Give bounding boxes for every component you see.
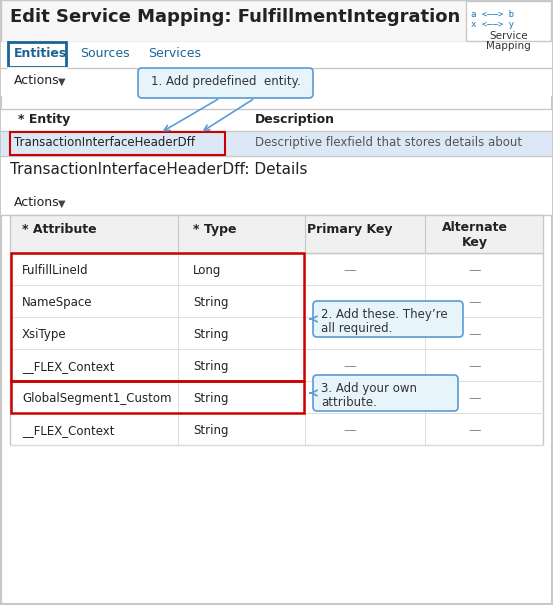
- FancyBboxPatch shape: [313, 301, 463, 337]
- Text: TransactionInterfaceHeaderDff: Details: TransactionInterfaceHeaderDff: Details: [10, 162, 307, 177]
- Text: —: —: [344, 264, 356, 277]
- FancyBboxPatch shape: [1, 42, 552, 68]
- Text: Actions: Actions: [14, 74, 60, 87]
- Text: String: String: [193, 296, 228, 309]
- FancyBboxPatch shape: [10, 253, 543, 445]
- Text: Services: Services: [148, 47, 201, 60]
- Text: —: —: [469, 264, 481, 277]
- Text: —: —: [469, 424, 481, 437]
- FancyBboxPatch shape: [1, 68, 552, 96]
- Text: FulfillLineId: FulfillLineId: [22, 264, 88, 277]
- FancyBboxPatch shape: [1, 131, 552, 156]
- Text: Entities: Entities: [14, 47, 67, 60]
- Text: __FLEX_Context: __FLEX_Context: [22, 360, 114, 373]
- FancyBboxPatch shape: [8, 42, 66, 67]
- Text: Mapping: Mapping: [486, 41, 531, 51]
- Text: —: —: [344, 424, 356, 437]
- FancyBboxPatch shape: [1, 191, 552, 215]
- Text: String: String: [193, 424, 228, 437]
- Text: 2. Add these. They’re: 2. Add these. They’re: [321, 308, 447, 321]
- Text: String: String: [193, 328, 228, 341]
- Text: Descriptive flexfield that stores details about: Descriptive flexfield that stores detail…: [255, 136, 522, 149]
- Text: ▼: ▼: [58, 77, 65, 87]
- FancyBboxPatch shape: [138, 68, 313, 98]
- Text: * Type: * Type: [193, 223, 237, 236]
- Text: Primary Key: Primary Key: [307, 223, 393, 236]
- Text: Sources: Sources: [80, 47, 129, 60]
- Text: __FLEX_Context: __FLEX_Context: [22, 424, 114, 437]
- FancyBboxPatch shape: [1, 0, 552, 42]
- Text: * Entity: * Entity: [18, 113, 70, 126]
- Text: Alternate
Key: Alternate Key: [442, 221, 508, 249]
- Text: GlobalSegment1_Custom: GlobalSegment1_Custom: [22, 392, 171, 405]
- Text: NameSpace: NameSpace: [22, 296, 92, 309]
- Text: Service: Service: [489, 31, 528, 41]
- Text: Long: Long: [193, 264, 221, 277]
- Text: String: String: [193, 360, 228, 373]
- FancyBboxPatch shape: [1, 109, 552, 131]
- FancyBboxPatch shape: [10, 215, 543, 253]
- FancyBboxPatch shape: [466, 1, 551, 41]
- Text: —: —: [469, 328, 481, 341]
- Text: —: —: [469, 296, 481, 309]
- Text: a <——> b: a <——> b: [471, 10, 514, 19]
- Text: Edit Service Mapping: FulfillmentIntegration: Edit Service Mapping: FulfillmentIntegra…: [10, 8, 460, 26]
- FancyBboxPatch shape: [313, 375, 458, 411]
- Text: TransactionInterfaceHeaderDff: TransactionInterfaceHeaderDff: [14, 136, 195, 149]
- Text: Actions: Actions: [14, 196, 60, 209]
- Text: x <——> y: x <——> y: [471, 20, 514, 29]
- Text: XsiType: XsiType: [22, 328, 66, 341]
- Text: —: —: [469, 360, 481, 373]
- FancyBboxPatch shape: [1, 156, 552, 191]
- Text: String: String: [193, 392, 228, 405]
- Text: attribute.: attribute.: [321, 396, 377, 409]
- Text: all required.: all required.: [321, 322, 393, 335]
- Text: * Attribute: * Attribute: [22, 223, 97, 236]
- Text: 3. Add your own: 3. Add your own: [321, 382, 417, 395]
- Text: —: —: [344, 360, 356, 373]
- Text: 1. Add predefined  entity.: 1. Add predefined entity.: [150, 75, 300, 88]
- Text: ▼: ▼: [58, 199, 65, 209]
- Text: —: —: [469, 392, 481, 405]
- Text: Description: Description: [255, 113, 335, 126]
